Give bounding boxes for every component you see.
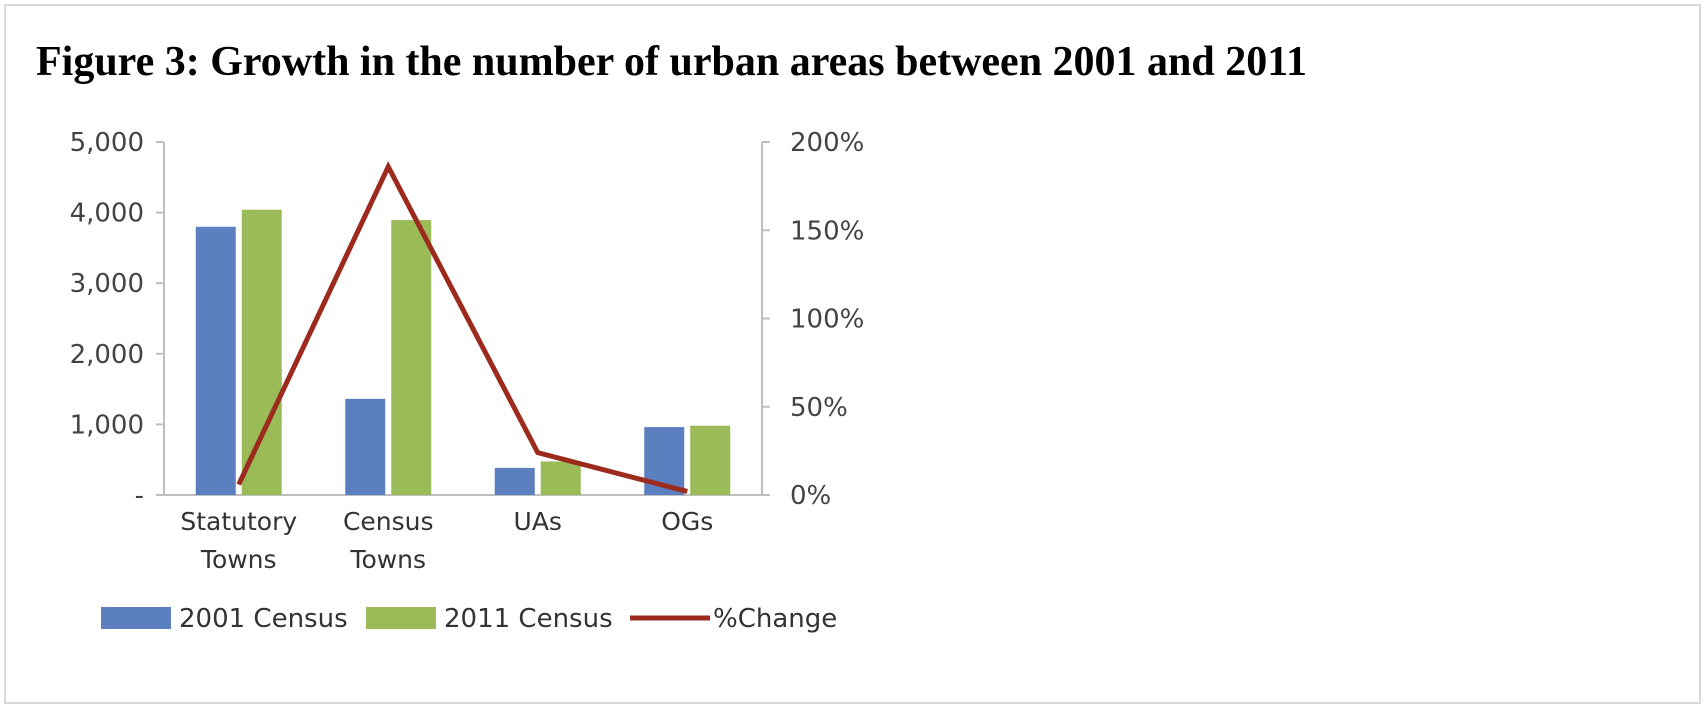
right-axis-ticks: 0% 50% 100% 150% 200% <box>762 128 864 511</box>
category-label: UAs <box>514 507 562 536</box>
category-labels: Statutory Towns Census Towns UAs OGs <box>180 507 713 574</box>
line-series <box>236 161 688 494</box>
left-tick-label: - <box>135 481 144 511</box>
left-axis-ticks: - 1,000 2,000 3,000 4,000 5,000 <box>70 128 164 511</box>
right-tick-label: 150% <box>790 216 864 246</box>
bar <box>241 209 282 496</box>
legend-label: %Change <box>713 604 837 634</box>
category-label: Census <box>343 507 434 536</box>
bar-series <box>195 209 731 496</box>
legend-label: 2011 Census <box>444 604 613 634</box>
bar <box>391 220 432 495</box>
legend-label: 2001 Census <box>179 604 348 634</box>
right-tick-label: 100% <box>790 305 864 335</box>
legend-swatch <box>101 607 171 629</box>
left-tick-label: 1,000 <box>70 410 144 440</box>
category-label: OGs <box>661 507 713 536</box>
left-tick-label: 4,000 <box>70 199 144 229</box>
figure-frame <box>4 4 1701 704</box>
bar <box>540 461 581 495</box>
category-label: Statutory <box>180 507 297 536</box>
right-tick-label: 50% <box>790 393 848 423</box>
right-tick-label: 200% <box>790 128 864 158</box>
left-tick-label: 2,000 <box>70 340 144 370</box>
figure-title: Figure 3: Growth in the number of urban … <box>36 39 1307 85</box>
bar <box>494 467 535 495</box>
bar <box>690 425 731 495</box>
series-line <box>236 161 688 494</box>
left-tick-label: 5,000 <box>70 128 144 158</box>
bar <box>195 226 236 496</box>
bar <box>345 398 386 495</box>
category-label: Towns <box>200 545 277 574</box>
left-tick-label: 3,000 <box>70 269 144 299</box>
legend-swatch <box>366 607 436 629</box>
chart-legend: 2001 Census 2011 Census %Change <box>101 604 837 634</box>
right-tick-label: 0% <box>790 481 831 511</box>
category-label: Towns <box>349 545 426 574</box>
